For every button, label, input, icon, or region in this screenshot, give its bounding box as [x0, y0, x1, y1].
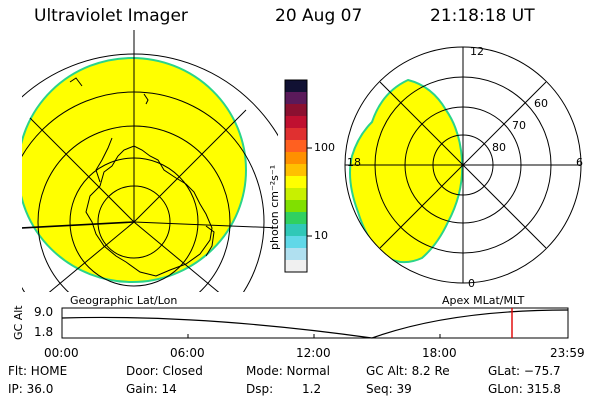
status-gc-alt: GC Alt: 8.2 Re — [366, 364, 450, 378]
colorbar-seg — [285, 236, 307, 248]
status-flt: Flt: HOME — [8, 364, 68, 378]
colorbar-tick-10: 10 — [314, 229, 328, 242]
coastline — [85, 145, 213, 277]
colorbar-unit: photon cm⁻²s⁻¹ — [268, 164, 281, 250]
app-title: Ultraviolet Imager — [34, 6, 188, 26]
colorbar-seg — [285, 200, 307, 212]
apex-panel-caption: Apex MLat/MLT — [442, 294, 525, 307]
colorbar-seg — [285, 140, 307, 152]
status-dsp-label: Dsp: — [246, 382, 274, 396]
colorbar-seg — [285, 176, 307, 188]
xtick-1200: 12:00 — [296, 346, 331, 360]
mlat-label-60: 60 — [534, 97, 548, 110]
xtick-2359: 23:59 — [550, 346, 585, 360]
status-mode: Mode: Normal — [246, 364, 330, 378]
colorbar-seg — [285, 248, 307, 260]
colorbar-tick-100: 100 — [314, 141, 335, 154]
status-seq: Seq: 39 — [366, 382, 412, 396]
colorbar-seg — [285, 260, 307, 272]
colorbar-seg — [285, 92, 307, 104]
colorbar-seg — [285, 212, 307, 224]
mlat-label-80: 80 — [492, 141, 506, 154]
time-label: 21:18:18 UT — [430, 6, 535, 26]
date-label: 20 Aug 07 — [275, 6, 363, 26]
gc-alt-curve — [61, 309, 569, 339]
geographic-map — [22, 30, 278, 292]
colorbar-seg — [285, 224, 307, 236]
mlt-label-18: 18 — [347, 156, 361, 169]
colorbar-seg — [285, 188, 307, 200]
gc-alt-ylabel: GC Alt — [12, 305, 25, 340]
mlat-label-70: 70 — [512, 119, 526, 132]
colorbar-seg — [285, 128, 307, 140]
mlt-label-6: 6 — [576, 156, 583, 169]
status-glon: GLon: 315.8 — [488, 382, 561, 396]
status-gain: Gain: 14 — [126, 382, 177, 396]
status-glat: GLat: −75.7 — [488, 364, 561, 378]
status-door: Door: Closed — [126, 364, 203, 378]
colorbar-seg — [285, 104, 307, 116]
colorbar-seg — [285, 152, 307, 164]
mlt-label-0: 0 — [468, 277, 475, 290]
status-dsp-value: 1.2 — [302, 382, 322, 396]
geo-panel-caption: Geographic Lat/Lon — [70, 294, 178, 307]
gc-alt-ymax: 9.0 — [34, 305, 54, 319]
apex-uv-image — [349, 78, 464, 264]
apex-map — [344, 46, 582, 284]
gc-alt-ymin: 1.8 — [34, 325, 54, 339]
colorbar-seg — [285, 116, 307, 128]
xtick-0000: 00:00 — [44, 346, 79, 360]
status-ip: IP: 36.0 — [8, 382, 54, 396]
colorbar-seg — [285, 80, 307, 92]
colorbar — [284, 79, 312, 273]
xtick-0600: 06:00 — [170, 346, 205, 360]
gc-alt-plot — [61, 307, 569, 339]
mlt-label-12: 12 — [470, 45, 484, 58]
colorbar-seg — [285, 164, 307, 176]
xtick-1800: 18:00 — [422, 346, 457, 360]
